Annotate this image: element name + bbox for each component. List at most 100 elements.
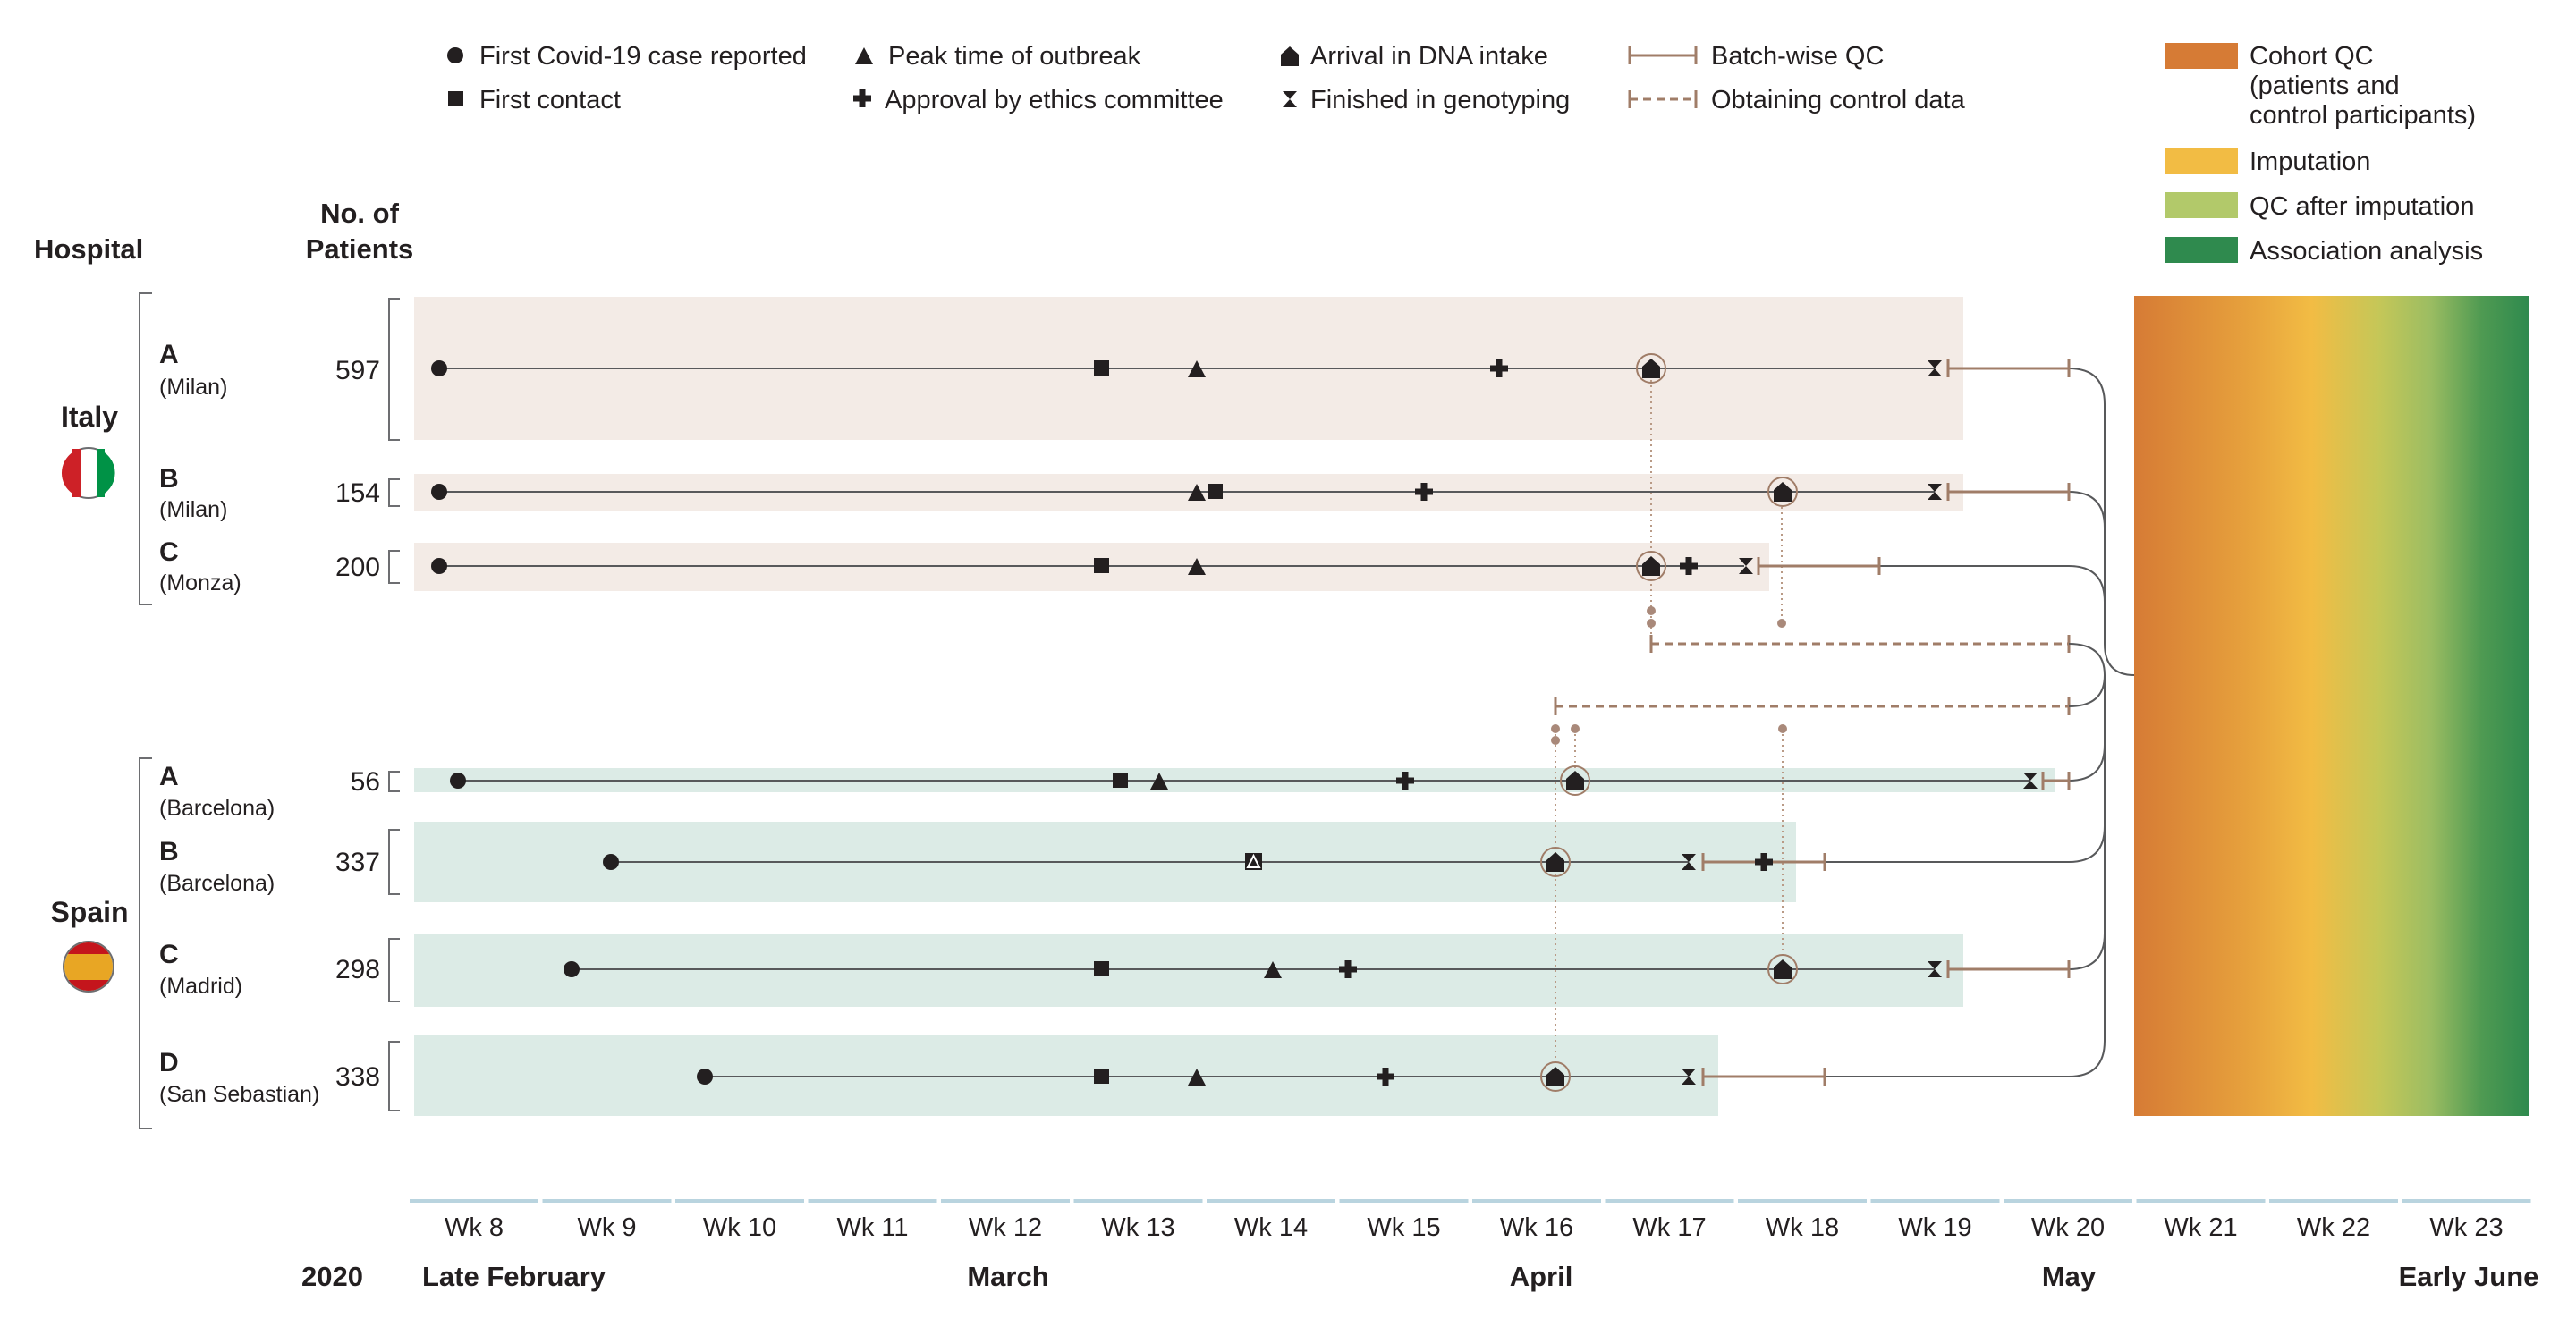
first-contact-icon [448, 91, 463, 106]
italy-bands [414, 297, 1963, 591]
patients-header-line2: Patients [306, 233, 414, 265]
first-contact-marker [1094, 1069, 1109, 1084]
week-segment [1605, 1199, 1734, 1203]
patients-spain-d: 338 [335, 1062, 380, 1092]
peak-marker [1264, 961, 1282, 978]
city-italy-c: (Monza) [159, 570, 242, 596]
site-spain-a: A [159, 762, 179, 791]
peak-triangle-icon [855, 47, 873, 64]
peak-marker [1150, 773, 1168, 790]
legend-qc-after-imputation: QC after imputation [2250, 192, 2474, 221]
week-label: Wk 9 [577, 1213, 636, 1242]
site-italy-c: C [159, 537, 179, 567]
merge-curves [1825, 368, 2135, 1077]
control-data-line-italy [1649, 635, 2071, 653]
row-spain-b [603, 847, 1826, 877]
week-label: Wk 14 [1234, 1213, 1308, 1242]
legend-batch-qc: Batch-wise QC [1711, 42, 1884, 71]
row-spain-a [450, 765, 2071, 796]
week-segment [941, 1199, 1070, 1203]
first-case-marker [450, 773, 466, 789]
legend-imputation: Imputation [2250, 148, 2370, 176]
legend-first-contact: First contact [479, 86, 621, 114]
first-case-marker [431, 484, 447, 500]
week-label: Wk 18 [1766, 1213, 1839, 1242]
row-spain-d [697, 1061, 1826, 1092]
first-case-marker [564, 961, 580, 977]
week-axis: Wk 8 Wk 9 Wk 10 Wk 11 Wk 12 Wk 13 Wk 14 Wk 15 Wk… [410, 1199, 2531, 1242]
first-contact-peak-combined-marker [1245, 853, 1262, 870]
country-italy: Italy [61, 401, 118, 433]
peak-marker [1188, 558, 1206, 575]
city-spain-a: (Barcelona) [159, 796, 275, 821]
week-label: Wk 16 [1500, 1213, 1573, 1242]
week-segment [2269, 1199, 2398, 1203]
week-segment [542, 1199, 672, 1203]
week-segment [2004, 1199, 2132, 1203]
batch-qc-line-icon [1628, 46, 1698, 64]
analysis-pipeline-gradient [2134, 296, 2529, 1116]
patients-italy-a: 597 [335, 356, 380, 385]
spain-bands [414, 768, 2055, 1116]
legend-genotyping: Finished in genotyping [1310, 86, 1570, 114]
city-spain-c: (Madrid) [159, 974, 242, 999]
country-spain: Spain [50, 896, 128, 928]
patient-brackets [388, 298, 400, 1111]
legend: First Covid-19 case reported First conta… [447, 42, 2483, 266]
week-segment [1870, 1199, 2000, 1203]
city-spain-b: (Barcelona) [159, 871, 275, 896]
site-spain-d: D [159, 1048, 179, 1077]
first-case-marker [697, 1069, 713, 1085]
approval-cross-icon [853, 89, 871, 107]
cohort-qc-swatch [2165, 43, 2238, 69]
first-contact-marker [1208, 484, 1223, 499]
week-label: Wk 20 [2031, 1213, 2105, 1242]
association-swatch [2165, 237, 2238, 263]
first-case-marker [603, 854, 619, 870]
week-label: Wk 21 [2164, 1213, 2237, 1242]
month-may: May [2042, 1261, 2097, 1292]
week-label: Wk 23 [2429, 1213, 2503, 1242]
first-contact-marker [1113, 773, 1128, 788]
patients-spain-a: 56 [351, 767, 380, 797]
peak-marker [1188, 360, 1206, 377]
week-label: Wk 11 [836, 1213, 908, 1242]
row-italy-c [431, 551, 1881, 581]
city-spain-d: (San Sebastian) [159, 1082, 319, 1107]
first-case-icon [447, 47, 463, 63]
week-segment [1073, 1199, 1203, 1203]
arrival-house-icon [1281, 46, 1299, 66]
imputation-swatch [2165, 148, 2238, 174]
hospital-header: Hospital [34, 233, 143, 265]
first-contact-marker [1094, 360, 1109, 376]
control-data-dashed-icon [1628, 90, 1698, 108]
month-early-june: Early June [2399, 1261, 2539, 1292]
week-segment [1339, 1199, 1469, 1203]
first-case-marker [431, 360, 447, 376]
legend-first-case: First Covid-19 case reported [479, 42, 807, 71]
patients-spain-c: 298 [335, 955, 380, 984]
row-italy-a [431, 353, 2071, 384]
week-label: Wk 19 [1898, 1213, 1971, 1242]
week-segment [410, 1199, 538, 1203]
row-italy-b [431, 477, 2071, 507]
legend-control-data: Obtaining control data [1711, 86, 1966, 114]
site-spain-b: B [159, 837, 179, 866]
patients-header-line1: No. of [320, 198, 399, 229]
week-label: Wk 12 [969, 1213, 1042, 1242]
week-segment [1207, 1199, 1335, 1203]
first-contact-marker [1094, 961, 1109, 976]
week-segment [675, 1199, 804, 1203]
legend-approval: Approval by ethics committee [885, 86, 1224, 114]
italy-flag-icon [61, 447, 115, 499]
legend-cohort-qc-line3: control participants) [2250, 101, 2476, 130]
first-contact-marker [1094, 558, 1109, 573]
year-label: 2020 [301, 1261, 363, 1292]
peak-marker [1188, 1069, 1206, 1086]
week-label: Wk 22 [2297, 1213, 2370, 1242]
week-segment [808, 1199, 937, 1203]
week-label: Wk 8 [445, 1213, 504, 1242]
spain-bracket [139, 757, 152, 1129]
site-italy-a: A [159, 340, 179, 369]
